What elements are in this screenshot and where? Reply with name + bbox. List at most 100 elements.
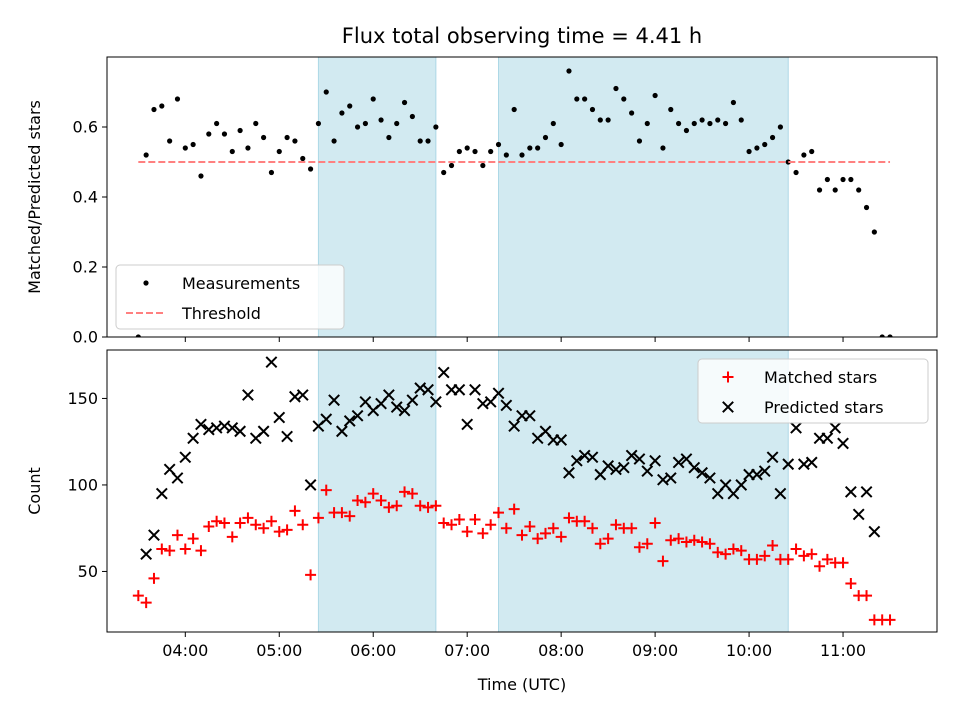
data-point [469, 383, 481, 396]
data-point [863, 204, 870, 211]
x-tick-label: 06:00 [350, 641, 396, 660]
data-point [767, 539, 779, 551]
data-point [837, 437, 849, 450]
data-point [485, 519, 497, 531]
y-ticks: 0.0 0.2 0.4 0.6 [73, 118, 107, 347]
data-point [430, 500, 442, 512]
legend-entry: Matched stars [764, 368, 877, 387]
data-point [268, 169, 275, 176]
data-point [805, 456, 818, 469]
x-tick-label: 10:00 [726, 641, 772, 660]
data-point [500, 399, 513, 412]
data-point [798, 550, 810, 562]
data-point [712, 546, 724, 558]
data-point [774, 487, 787, 500]
data-point [586, 451, 599, 464]
data-point [296, 389, 309, 401]
data-point [300, 155, 306, 162]
data-point [307, 166, 314, 172]
data-point [809, 148, 815, 155]
data-point [206, 131, 212, 137]
data-point [586, 522, 598, 534]
data-point [480, 162, 486, 169]
data-point [558, 141, 564, 148]
data-point [860, 485, 873, 498]
y-axis-label: Matched/Predicted stars [25, 100, 44, 294]
data-point [148, 529, 160, 542]
data-point [555, 531, 567, 543]
data-point [155, 487, 168, 500]
y-tick-label: 100 [67, 475, 98, 494]
data-point [351, 409, 364, 422]
data-point [390, 401, 403, 413]
data-point [394, 120, 400, 127]
x-tick-label: 09:00 [632, 641, 678, 660]
x-tick-label: 07:00 [444, 641, 490, 660]
data-point [386, 134, 392, 141]
data-point [644, 120, 650, 127]
axes-count: 50 100 150 04:00 05:00 06:00 07:00 08:00 09:00 1… [25, 349, 938, 694]
data-point [605, 117, 611, 123]
data-point [472, 148, 478, 155]
series-predicted-stars [140, 356, 881, 561]
data-point [722, 120, 729, 127]
data-point [777, 124, 783, 130]
data-point [542, 134, 549, 141]
data-point [422, 501, 434, 513]
y-axis-label: Count [25, 467, 44, 515]
x-tick-label: 05:00 [256, 641, 302, 660]
data-point [720, 548, 732, 560]
data-point [339, 110, 345, 116]
data-point [174, 96, 181, 102]
data-point [762, 141, 768, 148]
data-point [785, 159, 791, 165]
legend-handle [722, 371, 734, 383]
data-point [801, 152, 807, 158]
data-point [320, 484, 332, 496]
data-point [406, 488, 418, 500]
data-point [508, 420, 521, 433]
data-point [438, 517, 450, 529]
data-point [657, 555, 669, 567]
data-point [563, 512, 575, 524]
data-point [660, 145, 666, 151]
y-tick-label: 0.4 [73, 188, 98, 207]
data-point [448, 162, 455, 169]
data-point [527, 145, 533, 151]
data-point [352, 495, 364, 507]
data-point [398, 404, 411, 417]
y-tick-label: 0.0 [73, 328, 98, 347]
data-point [284, 134, 290, 141]
data-point [214, 120, 220, 127]
data-point [503, 152, 509, 158]
data-point [699, 117, 705, 123]
data-point [179, 451, 192, 464]
data-point [258, 522, 270, 534]
data-point [602, 460, 615, 472]
data-point [613, 85, 619, 92]
data-point [461, 418, 474, 431]
data-point [837, 557, 849, 569]
data-point [221, 131, 228, 137]
data-point [336, 507, 348, 519]
data-point [579, 515, 591, 527]
data-point [335, 425, 348, 438]
x-ticks: 04:00 05:00 06:00 07:00 08:00 09:00 10:00 11:00 [162, 632, 866, 660]
data-point [821, 432, 834, 445]
data-point [469, 514, 481, 526]
data-point [164, 545, 176, 557]
data-point [401, 99, 408, 106]
data-point [508, 503, 520, 515]
data-point [814, 560, 826, 572]
data-point [171, 472, 184, 484]
data-point [730, 99, 737, 106]
data-point [493, 507, 505, 519]
data-point [649, 454, 662, 467]
data-point [406, 394, 419, 407]
data-point [879, 334, 885, 337]
data-point [861, 590, 873, 602]
legend: Matched stars Predicted stars [697, 358, 929, 424]
data-point [140, 597, 152, 609]
data-point [414, 500, 426, 512]
